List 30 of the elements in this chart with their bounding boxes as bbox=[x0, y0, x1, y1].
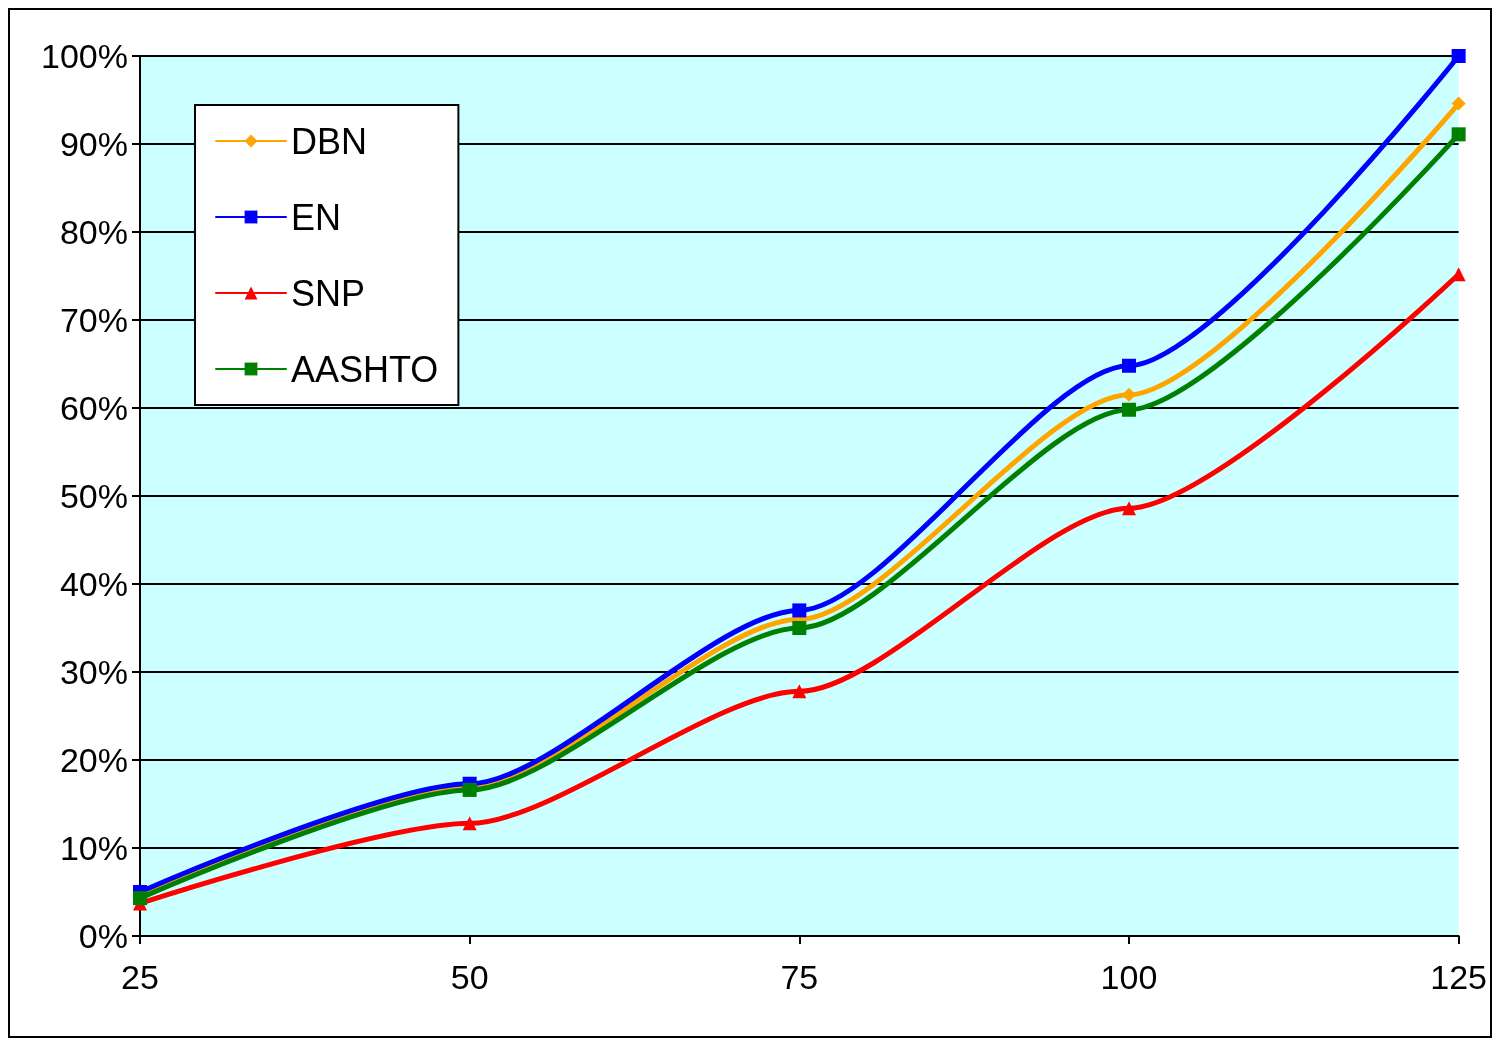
y-tick-label: 10% bbox=[59, 829, 128, 867]
x-tick-label: 25 bbox=[121, 958, 159, 996]
point bbox=[1451, 127, 1466, 142]
legend-label: EN bbox=[291, 196, 342, 238]
y-tick-label: 100% bbox=[41, 37, 128, 75]
point bbox=[462, 816, 477, 831]
x-tick-label: 100 bbox=[1100, 958, 1158, 996]
x-tick-label: 50 bbox=[450, 958, 489, 996]
point bbox=[1121, 402, 1136, 417]
y-tick-label: 90% bbox=[59, 125, 128, 163]
y-tick-label: 30% bbox=[59, 653, 128, 691]
point bbox=[1451, 49, 1466, 63]
x-tick-label: 75 bbox=[780, 958, 819, 996]
point bbox=[792, 603, 807, 618]
point bbox=[792, 684, 807, 699]
legend-label: DBN bbox=[291, 120, 368, 162]
point bbox=[792, 621, 807, 635]
legend-label: AASHTO bbox=[291, 348, 439, 390]
y-tick-label: 70% bbox=[59, 301, 128, 339]
y-tick-label: 50% bbox=[59, 477, 128, 515]
legend-label: SNP bbox=[291, 272, 366, 314]
y-tick-label: 60% bbox=[59, 389, 128, 427]
point bbox=[1451, 96, 1466, 111]
point bbox=[1121, 501, 1136, 516]
y-tick-label: 80% bbox=[59, 213, 128, 251]
point bbox=[1121, 358, 1136, 373]
y-tick-label: 40% bbox=[59, 565, 128, 603]
y-tick-label: 0% bbox=[78, 917, 128, 955]
x-tick-label: 125 bbox=[1430, 958, 1487, 996]
y-tick-label: 20% bbox=[59, 741, 128, 779]
